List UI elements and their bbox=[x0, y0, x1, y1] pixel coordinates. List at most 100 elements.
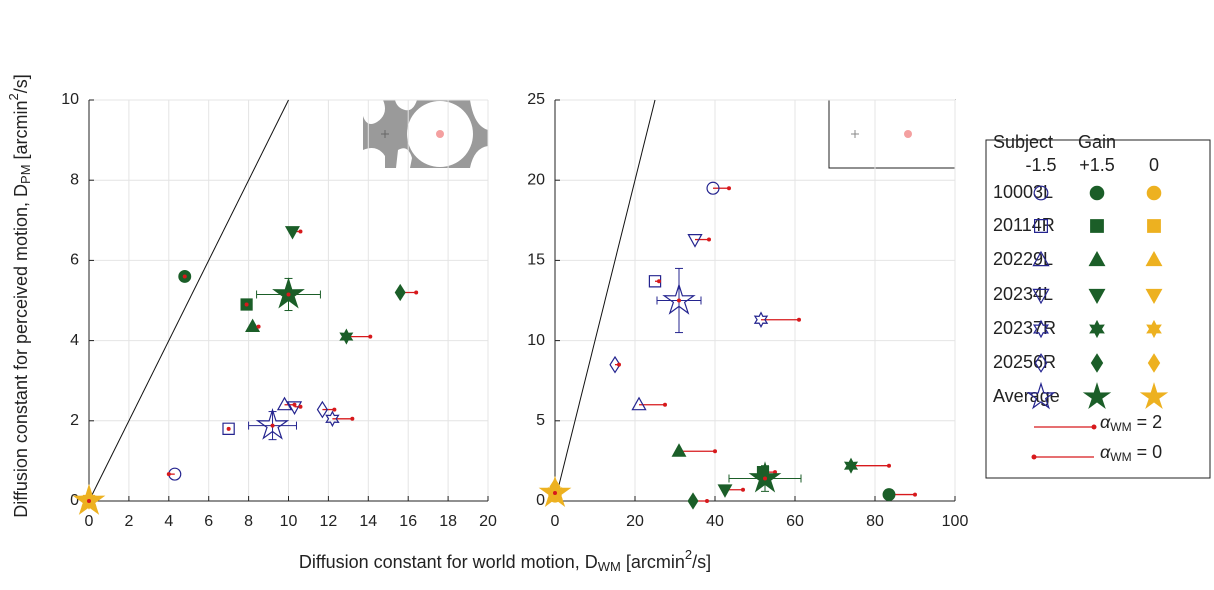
legend-marker bbox=[1032, 250, 1050, 267]
label-sub: PM bbox=[18, 164, 33, 184]
legend-marker bbox=[1032, 288, 1050, 305]
x-tick-label: 80 bbox=[866, 513, 884, 530]
legend-box bbox=[985, 139, 1211, 479]
legend-marker bbox=[1033, 185, 1049, 201]
legend-gain: +1.5 bbox=[1079, 155, 1115, 175]
alpha-sub: WM bbox=[1110, 420, 1131, 434]
legend-marker bbox=[1033, 219, 1049, 233]
point bbox=[706, 181, 720, 195]
point bbox=[648, 275, 662, 288]
x-tick-label: 0 bbox=[85, 513, 94, 530]
alpha-dot bbox=[244, 302, 249, 307]
point bbox=[843, 457, 859, 474]
alpha-dot bbox=[256, 324, 261, 329]
x-tick-label: 8 bbox=[244, 513, 253, 530]
x-tick-label: 6 bbox=[204, 513, 213, 530]
alpha-dot bbox=[270, 423, 275, 428]
label-sup: 2 bbox=[6, 93, 21, 100]
alpha-dot bbox=[705, 499, 709, 503]
legend-marker bbox=[1088, 250, 1106, 267]
legend-marker bbox=[1088, 288, 1106, 305]
alpha-dot bbox=[707, 237, 711, 242]
point bbox=[245, 318, 261, 332]
y-tick-label: 10 bbox=[61, 91, 79, 108]
inset-cross bbox=[851, 130, 859, 138]
alpha-dot bbox=[226, 426, 231, 431]
x-tick-label: 2 bbox=[124, 513, 133, 530]
label-text: Diffusion constant for world motion, D bbox=[299, 552, 598, 572]
legend-marker bbox=[1146, 319, 1162, 339]
alpha-dot bbox=[332, 407, 337, 412]
x-tick-label: 12 bbox=[320, 513, 338, 530]
alpha-dot bbox=[913, 492, 917, 497]
alpha-dot bbox=[182, 274, 187, 279]
legend-gain: -1.5 bbox=[1025, 155, 1056, 175]
identity-line bbox=[88, 99, 289, 502]
legend-marker bbox=[1146, 185, 1162, 201]
y-tick-label: 20 bbox=[527, 171, 545, 188]
inset-target bbox=[904, 130, 912, 138]
x-tick-label: 18 bbox=[439, 513, 457, 530]
legend-marker bbox=[1139, 382, 1169, 410]
alpha-sub: WM bbox=[1110, 450, 1131, 464]
y-tick-label: 15 bbox=[527, 252, 545, 269]
alpha-dot bbox=[657, 279, 661, 284]
point bbox=[222, 422, 235, 435]
legend-subject: 20256R bbox=[993, 352, 1056, 372]
alpha-text: = 2 bbox=[1132, 412, 1163, 432]
alpha-dot bbox=[741, 487, 745, 492]
point bbox=[394, 283, 406, 302]
y-tick-label: 0 bbox=[536, 492, 545, 509]
y-tick-label: 4 bbox=[70, 332, 79, 349]
y-tick-label: 5 bbox=[536, 412, 545, 429]
legend-marker bbox=[1145, 288, 1163, 305]
label-text: /s] bbox=[692, 552, 711, 572]
alpha-dot bbox=[797, 317, 801, 322]
label-text: [arcmin bbox=[11, 100, 31, 164]
legend-alpha: αWM = 0 bbox=[1100, 442, 1162, 464]
y-tick-label: 2 bbox=[70, 412, 79, 429]
label-sup: 2 bbox=[685, 547, 692, 562]
legend-marker bbox=[1090, 219, 1104, 233]
legend-marker bbox=[1147, 219, 1161, 233]
point bbox=[631, 396, 647, 411]
x-tick-label: 40 bbox=[706, 513, 724, 530]
legend-alpha: αWM = 2 bbox=[1100, 412, 1162, 434]
legend-subject: 20114R bbox=[993, 215, 1055, 235]
x-axis-label: Diffusion constant for world motion, DWM… bbox=[299, 547, 711, 574]
legend-marker bbox=[1089, 319, 1105, 339]
legend-marker bbox=[1032, 319, 1050, 339]
inset-right bbox=[828, 99, 956, 169]
alpha-text: = 0 bbox=[1132, 442, 1163, 462]
alpha-dot bbox=[87, 499, 91, 503]
y-tick-label: 25 bbox=[527, 91, 545, 108]
x-tick-label: 14 bbox=[359, 513, 377, 530]
y-tick-label: 8 bbox=[70, 171, 79, 188]
legend-dot bbox=[1031, 454, 1037, 460]
y-tick-label: 0 bbox=[70, 492, 79, 509]
point bbox=[286, 401, 303, 416]
x-tick-label: 16 bbox=[399, 513, 417, 530]
x-tick-label: 0 bbox=[551, 513, 560, 530]
point bbox=[882, 488, 896, 502]
point bbox=[717, 484, 733, 498]
x-tick-label: 20 bbox=[479, 513, 497, 530]
point bbox=[316, 400, 329, 419]
legend-title: Gain bbox=[1078, 132, 1116, 152]
identity-line bbox=[554, 99, 656, 502]
point bbox=[284, 226, 300, 240]
legend-gain: 0 bbox=[1149, 155, 1159, 175]
alpha-dot bbox=[553, 490, 557, 495]
alpha-symbol: α bbox=[1100, 412, 1111, 432]
alpha-dot bbox=[368, 334, 373, 339]
alpha-dot bbox=[350, 416, 355, 421]
x-tick-label: 100 bbox=[942, 513, 969, 530]
y-tick-label: 6 bbox=[70, 252, 79, 269]
point bbox=[276, 396, 293, 411]
legend-marker bbox=[1090, 353, 1104, 373]
y-axis-label: Diffusion constant for perceived motion,… bbox=[6, 74, 33, 518]
x-tick-label: 60 bbox=[786, 513, 804, 530]
alpha-dot bbox=[298, 404, 303, 409]
legend-marker bbox=[1082, 382, 1112, 410]
point bbox=[687, 234, 703, 248]
